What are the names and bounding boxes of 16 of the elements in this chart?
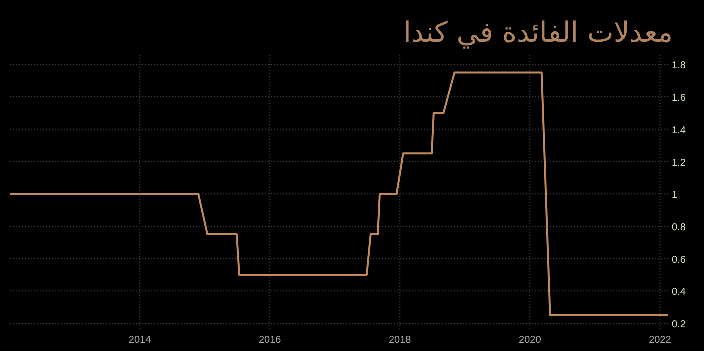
y-tick-label: 0.4 [672, 287, 686, 298]
y-tick-label: 1.4 [672, 125, 686, 136]
x-tick-label: 2014 [128, 335, 152, 346]
x-tick-label: 2022 [649, 335, 672, 346]
y-tick-label: 1.8 [672, 60, 686, 72]
y-tick-label: 0.6 [672, 254, 686, 266]
x-tick-label: 2016 [258, 335, 282, 346]
chart-title: معدلات الفائدة في كندا [404, 16, 673, 49]
y-tick-label: 1.6 [672, 93, 686, 104]
x-tick-label: 2018 [388, 335, 412, 346]
y-tick-label: 1 [672, 190, 678, 202]
x-tick-label: 2020 [519, 335, 542, 346]
y-tick-label: 0.8 [672, 222, 686, 234]
line-series [9, 72, 669, 316]
y-tick-label: 0.2 [672, 320, 686, 331]
y-tick-label: 1.2 [672, 158, 686, 169]
